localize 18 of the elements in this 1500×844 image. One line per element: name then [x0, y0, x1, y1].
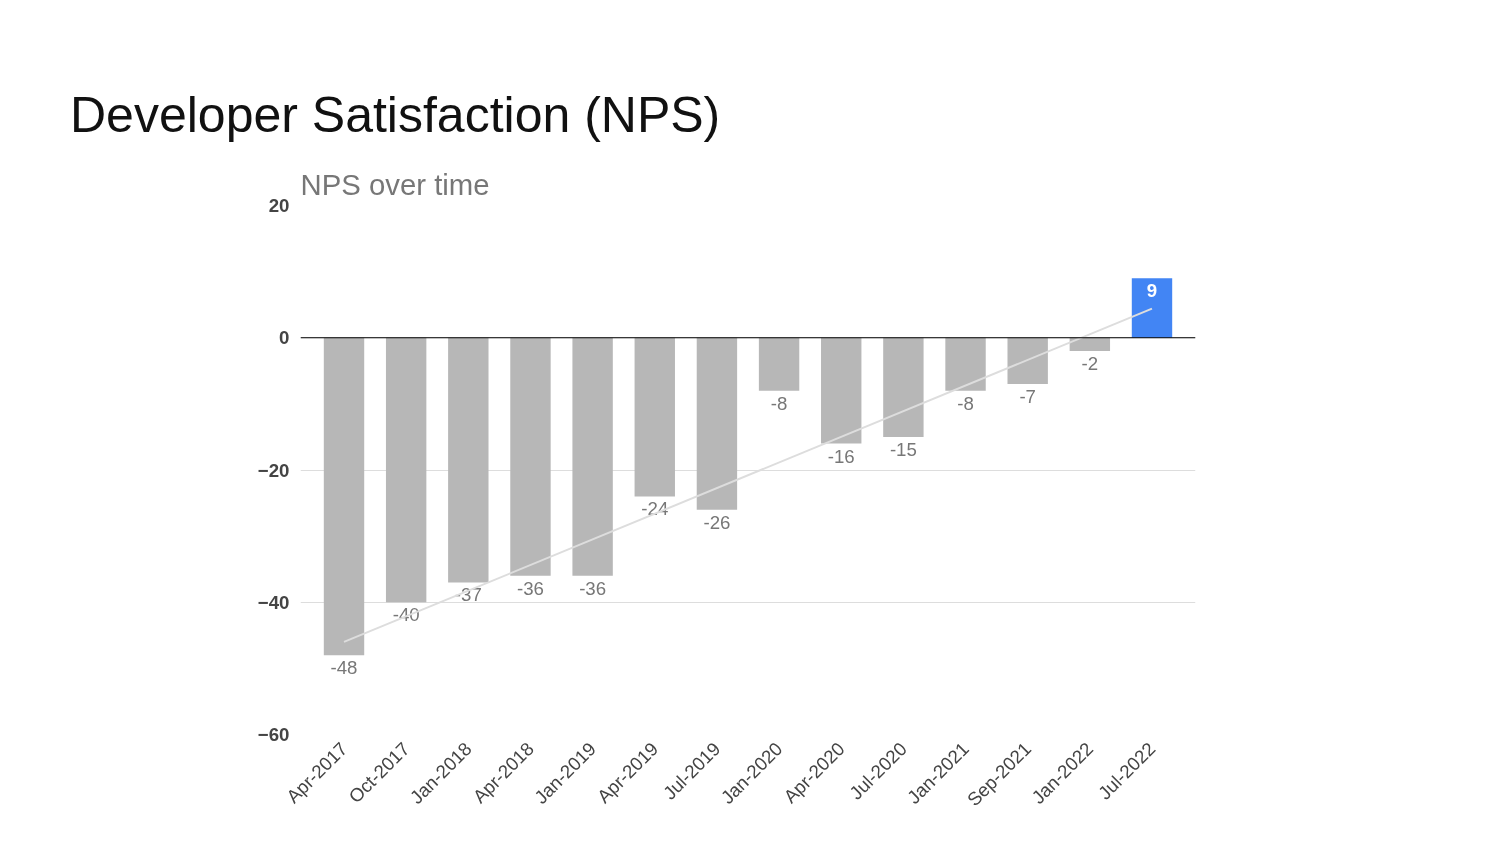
y-tick-label: −40	[257, 591, 290, 613]
data-label: -8	[957, 392, 974, 414]
y-tick-label: 20	[268, 195, 290, 216]
chart-subtitle: NPS over time	[300, 167, 490, 201]
y-tick-label: −20	[257, 459, 290, 481]
y-tick-label: 0	[279, 327, 290, 349]
data-label: -15	[889, 438, 917, 460]
chart-title: Developer Satisfaction (NPS)	[70, 86, 721, 145]
data-label: -8	[770, 392, 788, 414]
data-label: -36	[579, 577, 607, 599]
data-label: -26	[703, 511, 731, 533]
data-label: -48	[330, 657, 358, 679]
data-label: -16	[827, 445, 855, 467]
data-label: -7	[1019, 386, 1036, 408]
data-label: 9	[1146, 280, 1158, 302]
y-tick-label: −60	[257, 724, 290, 745]
data-label: -36	[516, 577, 544, 599]
data-label: -2	[1081, 352, 1099, 374]
